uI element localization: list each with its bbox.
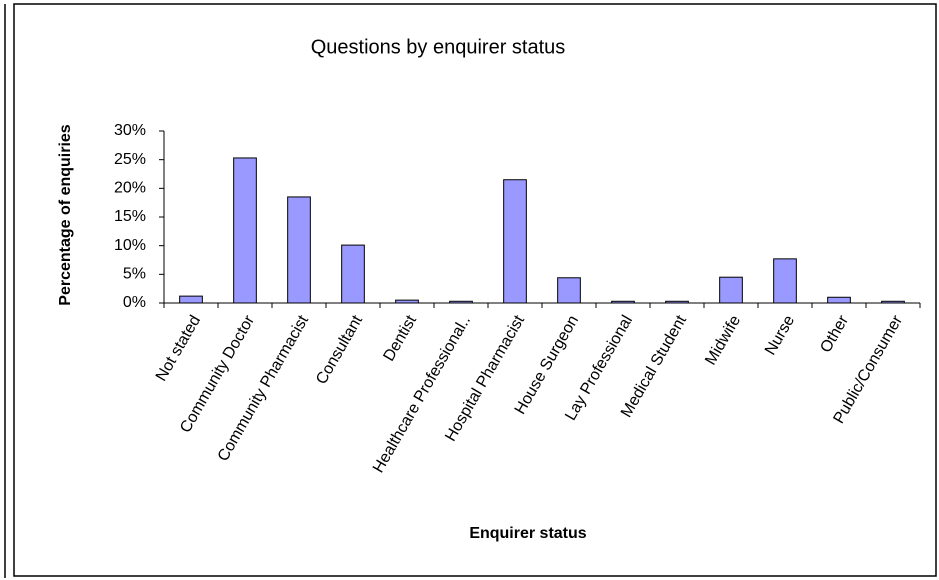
bar — [341, 244, 365, 304]
y-tick-label: 15% — [114, 208, 146, 225]
y-axis-title: Percentage of enquiries — [57, 124, 74, 305]
bar — [179, 295, 203, 304]
bar — [395, 299, 419, 304]
bar — [665, 300, 689, 304]
bar — [719, 276, 743, 304]
y-tick-label: 30% — [114, 122, 146, 139]
y-tick-label: 25% — [114, 151, 146, 168]
bar — [503, 179, 527, 304]
y-tick-label: 20% — [114, 180, 146, 197]
bar — [881, 300, 905, 304]
y-tick-label: 10% — [114, 237, 146, 254]
x-axis-title: Enquirer status — [469, 525, 586, 542]
y-tick-label: 0% — [123, 294, 146, 311]
bar — [827, 296, 851, 304]
bar — [611, 300, 635, 304]
y-tick-label: 5% — [123, 266, 146, 283]
bar — [233, 157, 257, 304]
chart-title: Questions by enquirer status — [311, 36, 566, 58]
bar — [773, 258, 797, 304]
bar — [287, 196, 311, 304]
bar — [557, 277, 581, 304]
chart-frame — [13, 3, 937, 577]
bar — [449, 300, 473, 304]
